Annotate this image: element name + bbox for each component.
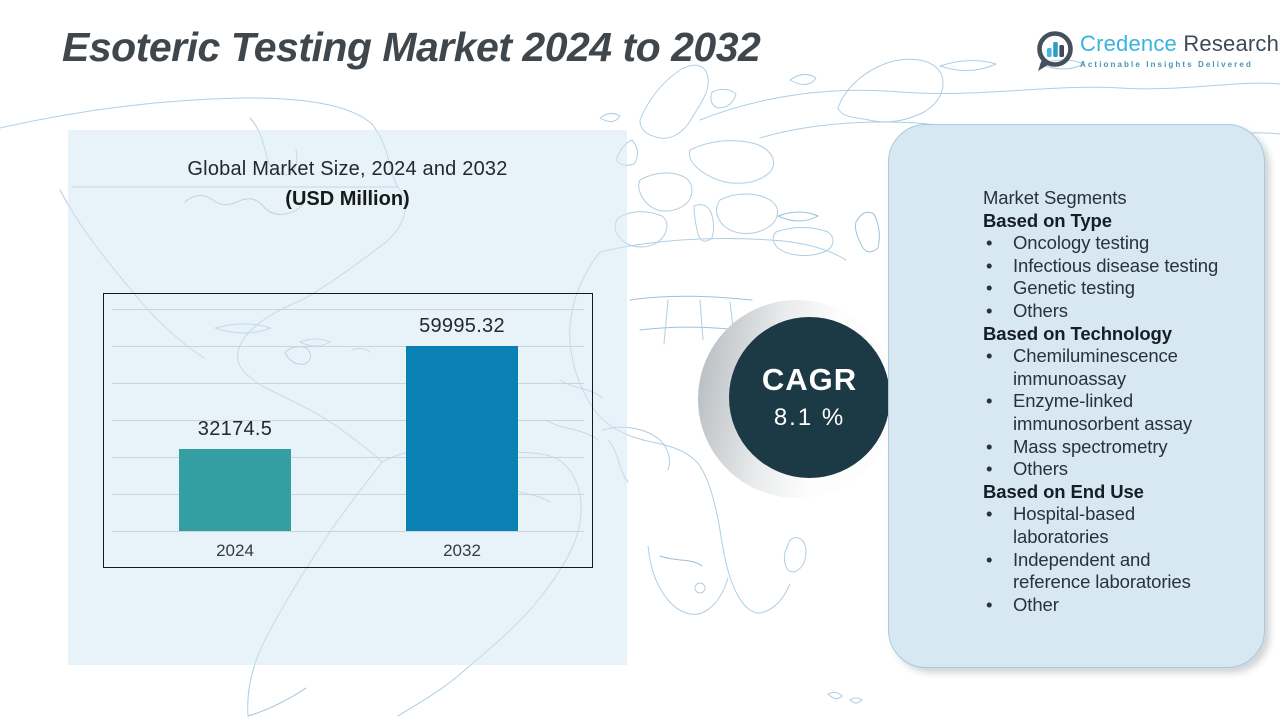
segment-bullet: • Other [986, 593, 1059, 615]
segment-bullet: • Independent and reference laboratories [986, 548, 1191, 593]
bar-2024 [179, 449, 291, 531]
segment-bullet: • Infectious disease testing [986, 254, 1219, 276]
bullet-icon: • [986, 277, 993, 299]
gridline [112, 531, 584, 532]
bullet-icon: • [986, 232, 993, 254]
logo-name-primary: Credence [1080, 31, 1177, 56]
gridline [112, 457, 584, 458]
segment-bullet: • Mass spectrometry [986, 435, 1168, 457]
bullet-icon: • [986, 390, 993, 412]
segment-bullet: • Chemiluminescence immunoassay [986, 345, 1178, 389]
chart-subtitle: (USD Million) [285, 188, 410, 210]
bullet-icon: • [986, 435, 993, 457]
segment-bullet: • Others [986, 299, 1068, 321]
segment-bullet: • Hospital-based laboratories [986, 503, 1136, 547]
bullet-icon: • [986, 548, 993, 570]
chart-title-block: Global Market Size, 2024 and 2032 (USD M… [68, 158, 627, 211]
logo-chart-bubble-icon [1037, 31, 1073, 71]
chart-background-panel [68, 130, 627, 665]
bar-value-label-2024: 32174.5 [197, 418, 273, 440]
chart-title: Global Market Size, 2024 and 2032 [187, 158, 508, 180]
page-title: Esoteric Testing Market 2024 to 2032 [62, 24, 761, 70]
gridline [112, 383, 584, 384]
segment-header: Based on Technology [983, 322, 1172, 344]
bullet-icon: • [986, 503, 993, 525]
segment-header: Based on End Use [983, 480, 1144, 502]
cagr-value: 8.1 % [773, 403, 846, 431]
bullet-icon: • [986, 345, 993, 367]
market-segments-panel: Market Segments Based on Type • Oncology te… [888, 124, 1265, 668]
credence-research-logo: Credence Research Actionable Insights De… [1032, 28, 1279, 74]
x-axis-label-2024: 2024 [216, 541, 254, 560]
gridline [112, 494, 584, 495]
bullet-icon: • [986, 299, 993, 321]
segment-header: Based on Type [983, 209, 1112, 231]
cagr-badge: CAGR 8.1 % [729, 317, 890, 478]
gridline [112, 420, 584, 421]
gridline [112, 346, 584, 347]
logo-text: Credence Research Actionable Insights De… [1080, 28, 1279, 69]
bar-2032 [406, 346, 518, 531]
segments-list: Market Segments Based on Type • Oncology te… [983, 187, 1241, 616]
segment-bullet: • Others [986, 458, 1068, 480]
logo-tagline: Actionable Insights Delivered [1080, 60, 1253, 69]
logo-name: Credence Research [1080, 31, 1279, 57]
segment-bullet: • Oncology testing [986, 232, 1150, 254]
bullet-icon: • [986, 254, 993, 276]
segment-bullet: • Genetic testing [986, 277, 1135, 299]
logo-name-secondary: Research [1183, 31, 1280, 56]
gridline [112, 309, 584, 310]
bar-value-label-2032: 59995.32 [419, 315, 505, 337]
segment-title: Market Segments [983, 187, 1127, 208]
bullet-icon: • [986, 458, 993, 480]
x-axis-label-2032: 2032 [443, 541, 481, 560]
segment-bullet: • Enzyme-linked immunosorbent assay [986, 390, 1193, 434]
bullet-icon: • [986, 593, 993, 615]
bar-chart: 32174.5 2024 59995.32 2032 [103, 293, 593, 568]
cagr-label: CAGR [761, 362, 858, 398]
